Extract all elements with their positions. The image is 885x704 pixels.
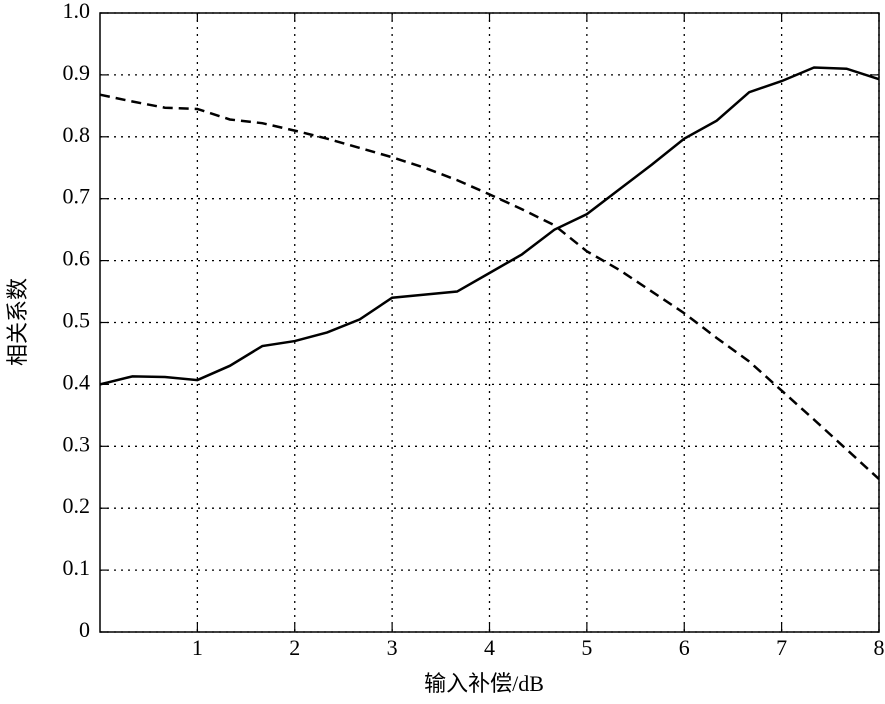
x-tick-label: 6 — [679, 635, 690, 660]
plot-frame — [99, 12, 880, 633]
y-tick-label: 0.5 — [63, 308, 91, 333]
x-axis-label: 输入补偿/dB — [424, 671, 544, 696]
y-tick-label: 1.0 — [63, 0, 91, 23]
y-tick-label: 0.3 — [63, 431, 91, 456]
x-tick-label: 3 — [387, 635, 398, 660]
y-tick-label: 0.2 — [63, 493, 91, 518]
x-tick-label: 7 — [776, 635, 787, 660]
data-line — [99, 93, 880, 481]
y-tick-label: 0.1 — [63, 555, 91, 580]
x-tick-label: 1 — [192, 635, 203, 660]
x-tick-label: 2 — [289, 635, 300, 660]
y-tick-label: 0 — [79, 617, 90, 642]
x-tick-label: 8 — [874, 635, 885, 660]
x-tick-label: 5 — [581, 635, 592, 660]
y-tick-label: 0.8 — [63, 122, 91, 147]
y-tick-label: 0.6 — [63, 246, 91, 271]
data-line — [99, 66, 880, 386]
y-tick-label: 0.4 — [63, 369, 91, 394]
x-tick-label: 4 — [484, 635, 495, 660]
y-axis-label: 相关系数 — [5, 278, 30, 366]
y-tick-label: 0.9 — [63, 60, 91, 85]
y-tick-label: 0.7 — [63, 184, 91, 209]
